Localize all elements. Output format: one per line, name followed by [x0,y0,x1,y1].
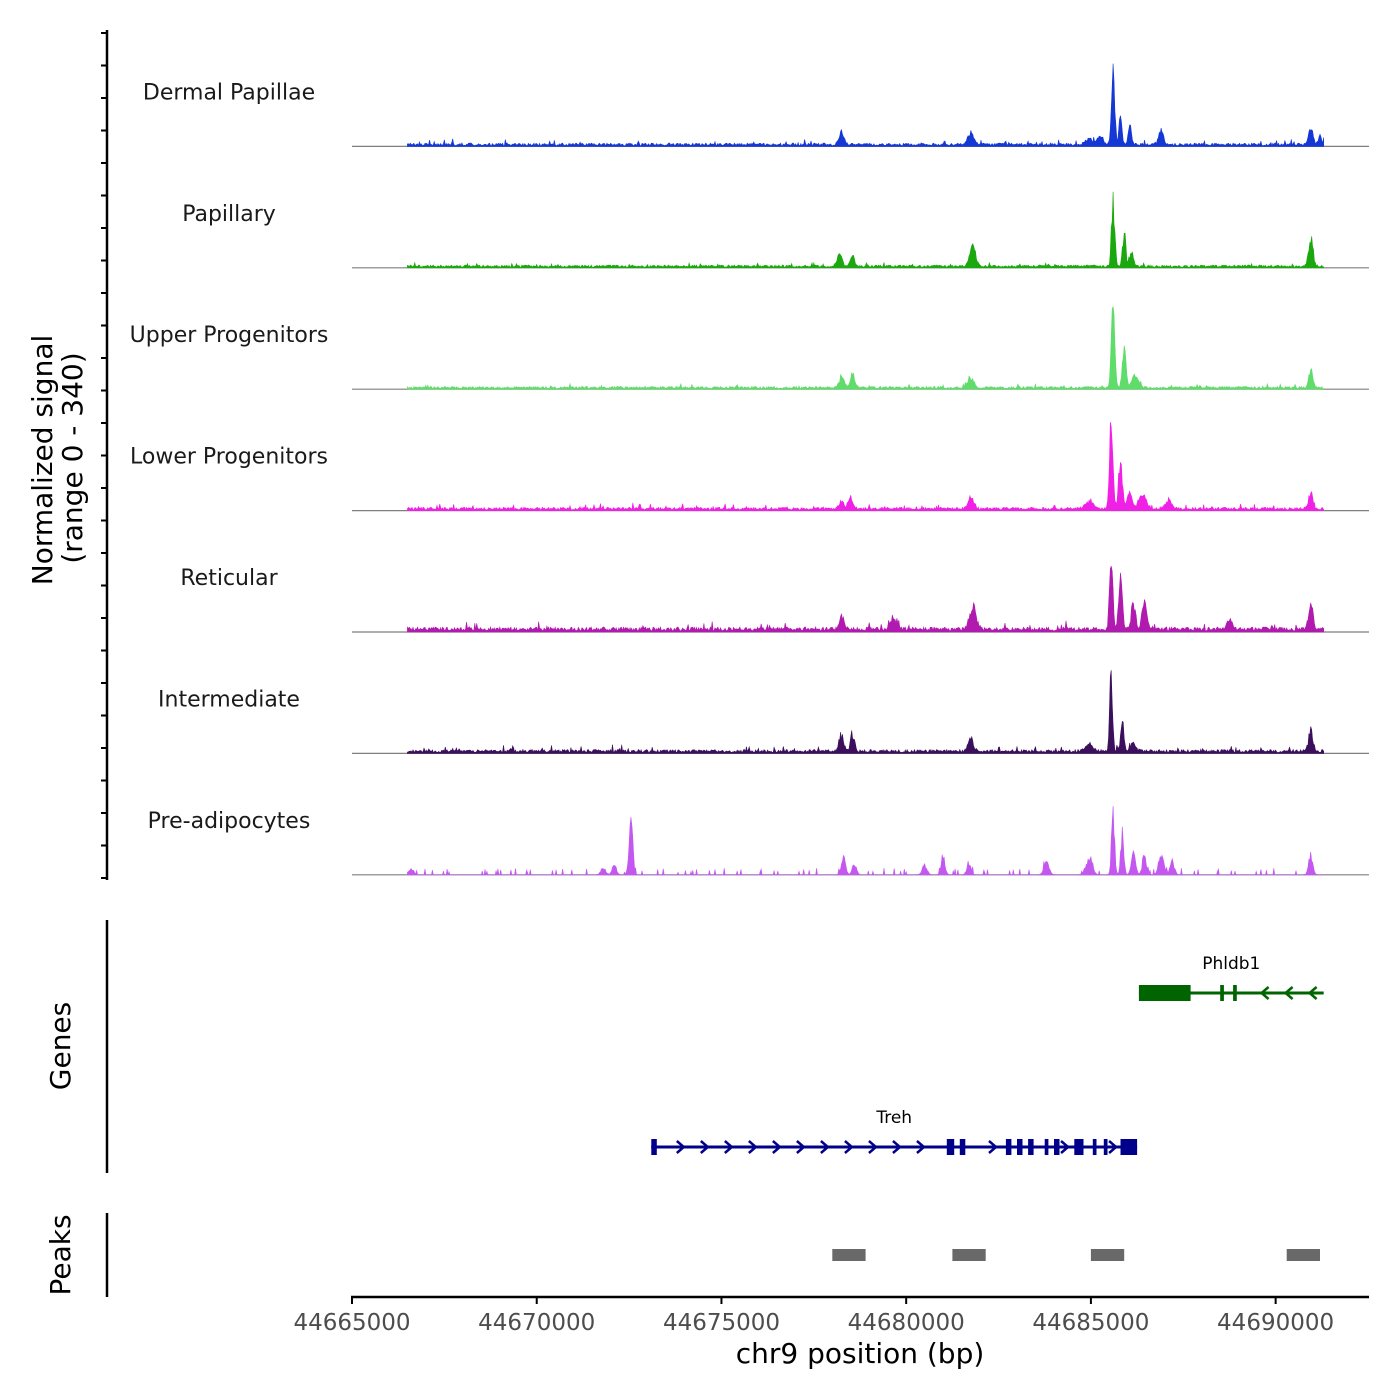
gene-exon [1017,1139,1023,1155]
gene-exon [1028,1139,1034,1155]
genes-panel: Genes Phldb1 Treh [44,920,1324,1173]
peak-region [1090,1249,1125,1261]
x-axis-tick-label: 44665000 [293,1310,410,1336]
position-x-axis-title: chr9 position (bp) [736,1337,985,1370]
track-label: Upper Progenitors [130,323,329,348]
strand-arrow-icon [820,1140,830,1154]
strand-arrow-icon [796,1140,806,1154]
strand-arrow-icon [1108,1140,1118,1154]
strand-arrow-icon [724,1140,734,1154]
x-axis-tick-label: 44670000 [478,1310,595,1336]
track-label: Lower Progenitors [130,445,328,470]
strand-arrow-icon [868,1140,878,1154]
coverage-track: Reticular [180,565,1369,633]
gene-exon [1074,1139,1084,1155]
coverage-area [407,305,1324,390]
gene-exon [946,1139,955,1155]
coverage-area [407,191,1324,269]
track-label: Reticular [180,566,278,591]
gene-exon [1054,1139,1060,1155]
strand-arrow-icon [1283,986,1294,1000]
x-axis-tick-label: 44680000 [848,1310,965,1336]
gene-exon [1103,1139,1108,1155]
peaks-panel: Peaks [44,1213,1320,1297]
track-label: Pre-adipocytes [148,809,311,834]
track-label: Dermal Papillae [143,80,315,105]
track-label: Intermediate [158,687,300,712]
coverage-track: Upper Progenitors [130,305,1369,390]
x-axis-tick-label: 44675000 [663,1310,780,1336]
peak-region [1286,1249,1320,1261]
gene-exon [651,1139,657,1155]
strand-arrow-icon [676,1140,686,1154]
genes-axis-title: Genes [44,1002,77,1090]
peaks-axis-title: Peaks [44,1214,77,1295]
strand-arrow-icon [1259,986,1270,1000]
coverage-area [407,565,1324,633]
gene-label: Phldb1 [1202,954,1260,974]
peak-region [952,1249,986,1261]
peak-region [832,1249,866,1261]
coverage-track: Papillary [182,191,1369,269]
gene-exon [1120,1139,1138,1155]
coverage-track: Dermal Papillae [143,63,1369,147]
gene-exon [959,1139,966,1155]
strand-arrow-icon [772,1140,782,1154]
gene-exon [1233,985,1237,1001]
gene-exon [1092,1139,1097,1155]
strand-arrow-icon [988,1140,998,1154]
gene-model: Treh [651,1108,1138,1155]
strand-arrow-icon [748,1140,758,1154]
signal-y-axis-title: Normalized signal [26,335,59,586]
gene-exon [1138,985,1191,1001]
signal-y-axis [101,30,109,880]
x-axis-tick-label: 44685000 [1032,1310,1149,1336]
gene-exon [1220,985,1224,1001]
coverage-area [407,806,1324,876]
strand-arrow-icon [892,1140,902,1154]
coverage-track: Lower Progenitors [130,421,1369,512]
x-axis-tick-label: 44690000 [1217,1310,1334,1336]
strand-arrow-icon [1307,986,1318,1000]
track-label: Papillary [182,202,276,227]
strand-arrow-icon [844,1140,854,1154]
strand-arrow-icon [916,1140,926,1154]
coverage-track: Intermediate [158,670,1369,755]
gene-exon [1044,1139,1049,1155]
position-x-axis: 44665000 44670000 44675000 44680000 44685000… [293,1295,1369,1336]
coverage-area [407,63,1324,147]
gene-exon [1005,1139,1012,1155]
gene-model: Phldb1 [1138,954,1324,1001]
coverage-track: Pre-adipocytes [148,806,1369,876]
coverage-area [407,421,1324,511]
gene-label: Treh [875,1108,912,1128]
coverage-area [407,670,1324,754]
signal-y-axis-subtitle: (range 0 - 340) [56,352,89,563]
coverage-tracks: Dermal Papillae Papillary Upper Progenitor… [130,63,1369,876]
strand-arrow-icon [1060,1140,1070,1154]
strand-arrow-icon [700,1140,710,1154]
